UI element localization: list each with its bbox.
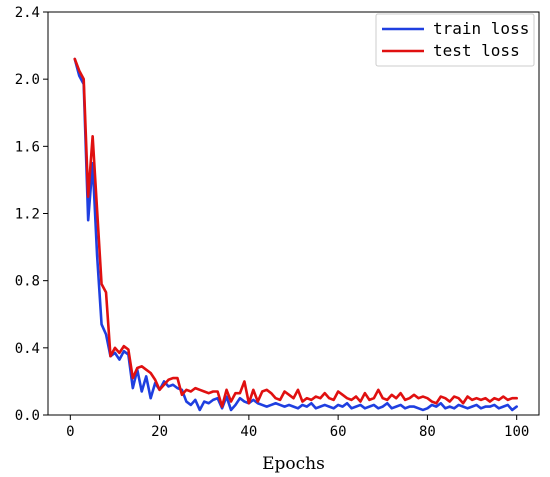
legend-label: test loss — [433, 41, 520, 60]
y-tick-label: 2.4 — [15, 5, 40, 21]
x-axis-label: Epochs — [262, 454, 325, 474]
series-line-test-loss — [73, 57, 518, 408]
x-axis: 0 20 40 60 80 100 — [66, 415, 529, 440]
plot-lines — [73, 57, 518, 412]
series-line-train-loss — [73, 57, 518, 412]
x-tick-label: 80 — [419, 424, 436, 440]
legend: train loss test loss — [375, 13, 535, 67]
legend-box — [375, 13, 535, 67]
y-tick-label: 2.0 — [15, 72, 40, 88]
x-tick-label: 40 — [240, 424, 257, 440]
x-tick-label: 0 — [66, 424, 74, 440]
y-tick-label: 0.4 — [15, 341, 40, 357]
x-tick-label: 60 — [330, 424, 347, 440]
y-tick-label: 0.0 — [15, 408, 40, 424]
y-tick-label: 0.8 — [15, 274, 40, 290]
x-tick-label: 20 — [151, 424, 168, 440]
y-axis: 0.0 0.4 0.8 1.2 1.6 2.0 2.4 — [15, 5, 48, 424]
y-tick-label: 1.2 — [15, 207, 40, 223]
x-tick-label: 100 — [504, 424, 529, 440]
legend-label: train loss — [433, 19, 529, 38]
y-tick-label: 1.6 — [15, 139, 40, 155]
